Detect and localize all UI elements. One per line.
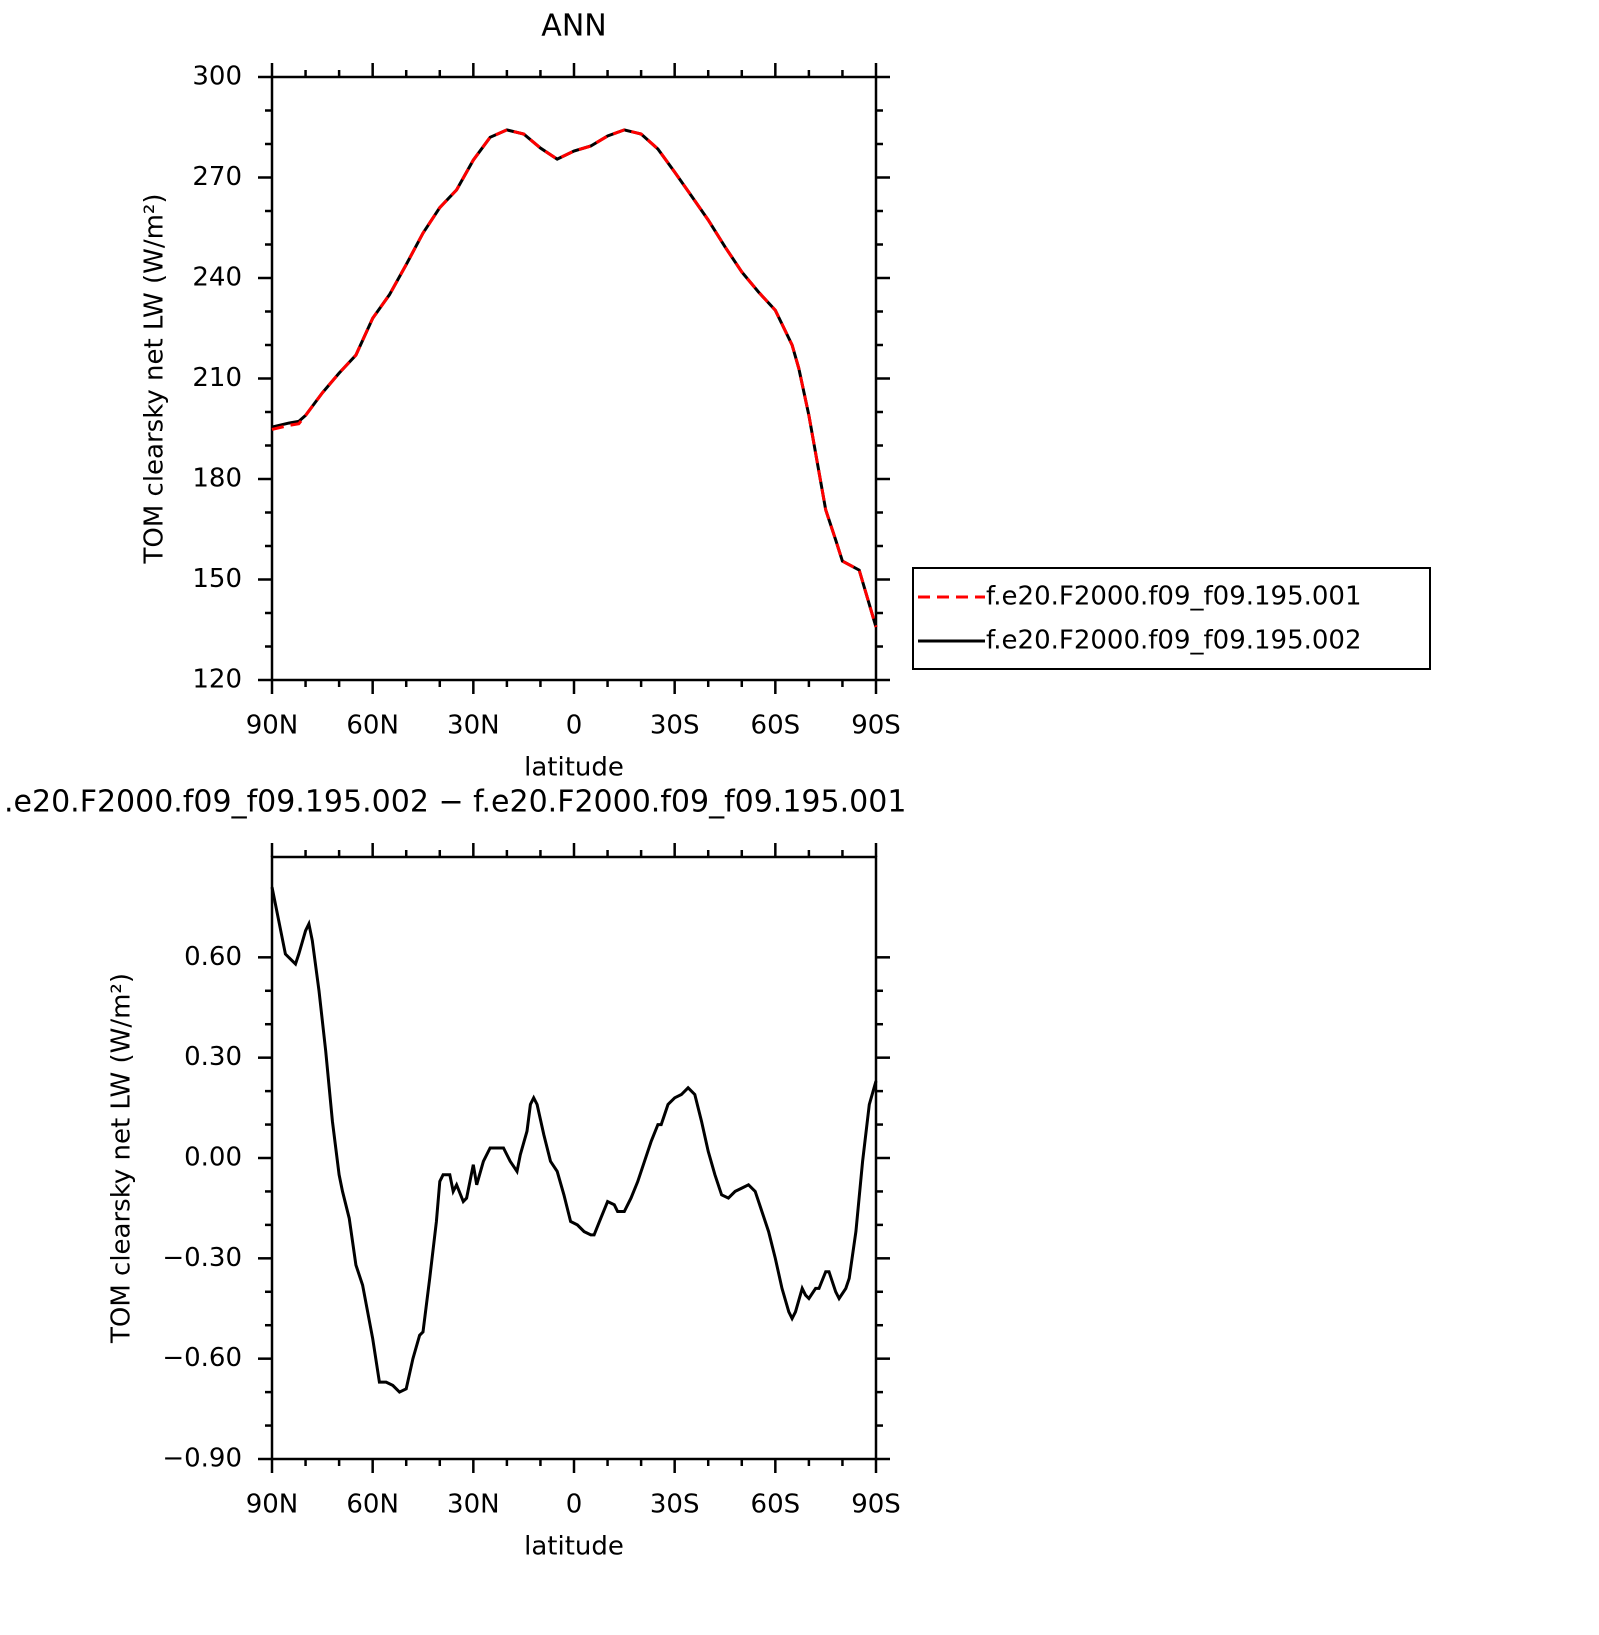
y-tick-label: 0.30 (184, 1042, 242, 1072)
data-line (271, 128, 878, 628)
x-tick-label: 60S (751, 1490, 801, 1520)
y-tick-label: 0.00 (184, 1143, 242, 1173)
y-tick-label: 240 (192, 263, 242, 293)
x-tick-label: 60N (346, 1490, 399, 1520)
y-tick-label: −0.60 (162, 1343, 242, 1373)
y-axis-label: TOM clearsky net LW (W/m²) (140, 193, 170, 564)
x-axis-label: latitude (524, 753, 624, 783)
legend-label: f.e20.F2000.f09_f09.195.001 (986, 582, 1362, 612)
chart-title: .e20.F2000.f09_f09.195.002 − f.e20.F2000… (4, 785, 906, 820)
y-tick-label: 0.60 (184, 942, 242, 972)
data-line (271, 128, 878, 628)
x-tick-label: 30S (650, 1490, 700, 1520)
y-axis-label: TOM clearsky net LW (W/m²) (107, 973, 137, 1344)
y-tick-label: 300 (192, 62, 242, 92)
legend-label: f.e20.F2000.f09_f09.195.002 (986, 626, 1362, 656)
x-tick-label: 30N (447, 711, 500, 741)
chart-title: ANN (541, 9, 606, 44)
x-tick-label: 90N (246, 1490, 299, 1520)
x-tick-label: 0 (566, 1490, 583, 1520)
x-tick-label: 90N (246, 711, 299, 741)
x-axis-label: latitude (524, 1532, 624, 1562)
x-tick-label: 60S (751, 711, 801, 741)
x-tick-label: 30N (447, 1490, 500, 1520)
y-tick-label: 180 (192, 464, 242, 494)
plot-frame (270, 75, 878, 682)
x-tick-label: 90S (851, 1490, 901, 1520)
x-tick-label: 0 (566, 711, 583, 741)
data-line (270, 886, 878, 1394)
y-tick-label: −0.90 (162, 1444, 242, 1474)
y-tick-label: 120 (192, 665, 242, 695)
plot-frame (270, 855, 878, 1461)
y-tick-label: 210 (192, 363, 242, 393)
x-tick-label: 90S (851, 711, 901, 741)
y-tick-label: 270 (192, 162, 242, 192)
y-tick-label: 150 (192, 564, 242, 594)
x-tick-label: 60N (346, 711, 399, 741)
legend-box (912, 567, 1431, 670)
y-tick-label: −0.30 (162, 1243, 242, 1273)
x-tick-label: 30S (650, 711, 700, 741)
